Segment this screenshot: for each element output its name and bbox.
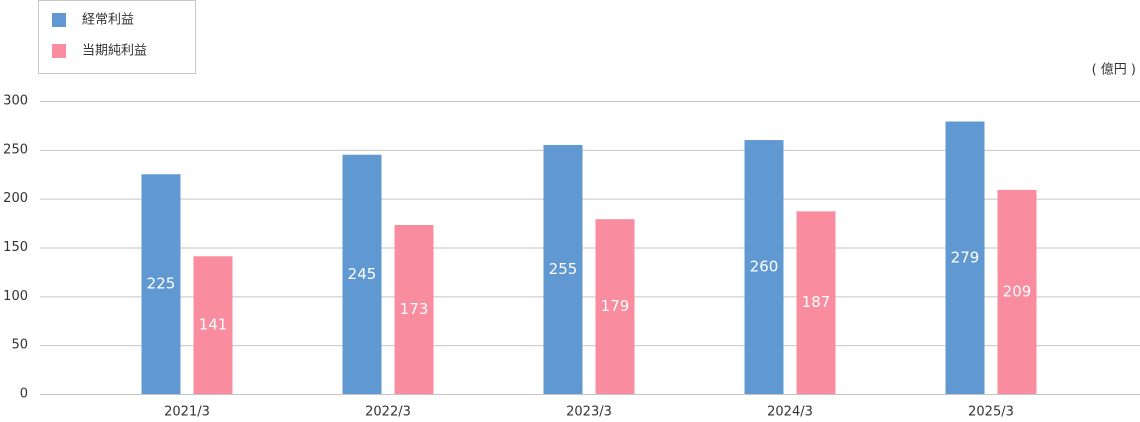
value-label: 179 [601,297,630,315]
bar [796,211,836,394]
x-tick-label: 2023/3 [566,405,612,420]
value-label: 255 [549,260,578,278]
value-label: 141 [199,316,228,334]
value-label: 279 [951,248,980,266]
legend-label: 経常利益 [82,13,134,28]
value-label: 245 [348,265,377,283]
bar [141,174,181,394]
bar [543,144,583,394]
bar [394,225,434,394]
value-label: 225 [147,275,176,293]
bar [595,219,635,394]
x-tick-label: 2022/3 [365,405,411,420]
value-label: 173 [400,300,429,318]
y-tick-label: 250 [3,142,28,157]
y-tick-label: 150 [3,240,28,255]
value-label: 187 [802,293,831,311]
bar [744,140,784,394]
value-label: 209 [1003,282,1032,300]
x-tick-label: 2021/3 [164,405,210,420]
legend-label: 当期純利益 [82,44,147,59]
value-label: 260 [750,258,779,276]
legend-swatch [52,44,66,58]
y-tick-label: 200 [3,191,28,206]
bar [997,189,1037,394]
y-tick-label: 50 [11,338,28,353]
bar [342,154,382,394]
y-tick-label: 0 [20,387,28,402]
unit-label: ( 億円 ) [1092,62,1136,78]
legend-box [38,0,196,74]
x-tick-label: 2025/3 [968,405,1014,420]
bar [193,256,233,394]
bar [945,121,985,394]
legend-swatch [52,13,66,27]
y-tick-label: 100 [3,289,28,304]
x-tick-label: 2024/3 [767,405,813,420]
y-tick-label: 300 [3,94,28,109]
